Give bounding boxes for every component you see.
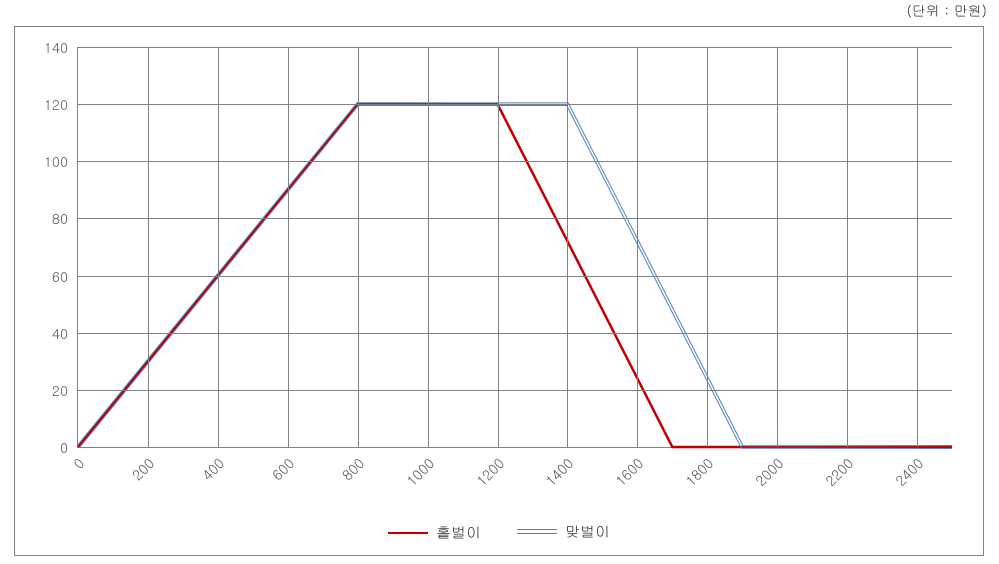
legend-label: 맞벌이: [565, 521, 610, 542]
gridline-v: [358, 47, 359, 447]
page: (단위 : 만원) 020406080100120140020040060080…: [0, 0, 999, 564]
series-svg: [78, 47, 952, 447]
gridline-h: [78, 333, 952, 334]
ytick-label: 40: [52, 323, 68, 343]
ytick-label: 100: [44, 151, 68, 171]
gridline-h: [78, 218, 952, 219]
gridline-h: [78, 390, 952, 391]
legend-swatch: [517, 529, 557, 534]
xtick-label: 0: [74, 447, 94, 467]
gridline-v: [707, 47, 708, 447]
legend-swatch: [388, 532, 428, 534]
chart-frame: 0204060801001201400200400600800100012001…: [14, 26, 984, 556]
legend-item: 홑벌이: [388, 522, 481, 543]
gridline-v: [148, 47, 149, 447]
gridline-v: [288, 47, 289, 447]
ytick-label: 80: [52, 208, 68, 228]
gridline-v: [498, 47, 499, 447]
ytick-label: 120: [44, 94, 68, 114]
unit-label: (단위 : 만원): [907, 0, 988, 20]
gridline-v: [218, 47, 219, 447]
series-line: [77, 103, 952, 446]
gridline-v: [777, 47, 778, 447]
gridline-v: [917, 47, 918, 447]
ytick-label: 60: [52, 266, 68, 286]
gridline-v: [567, 47, 568, 447]
plot-area: 0204060801001201400200400600800100012001…: [77, 47, 952, 448]
gridline-h: [78, 104, 952, 105]
gridline-v: [637, 47, 638, 447]
gridline-h: [78, 161, 952, 162]
legend: 홑벌이 맞벌이: [15, 518, 983, 544]
ytick-label: 20: [52, 380, 68, 400]
gridline-v: [847, 47, 848, 447]
gridline-v: [428, 47, 429, 447]
gridline-h: [78, 47, 952, 48]
ytick-label: 0: [60, 437, 68, 457]
gridline-h: [78, 276, 952, 277]
series-line: [79, 105, 952, 448]
legend-item: 맞벌이: [517, 521, 610, 542]
legend-label: 홑벌이: [436, 522, 481, 543]
ytick-label: 140: [44, 37, 68, 57]
